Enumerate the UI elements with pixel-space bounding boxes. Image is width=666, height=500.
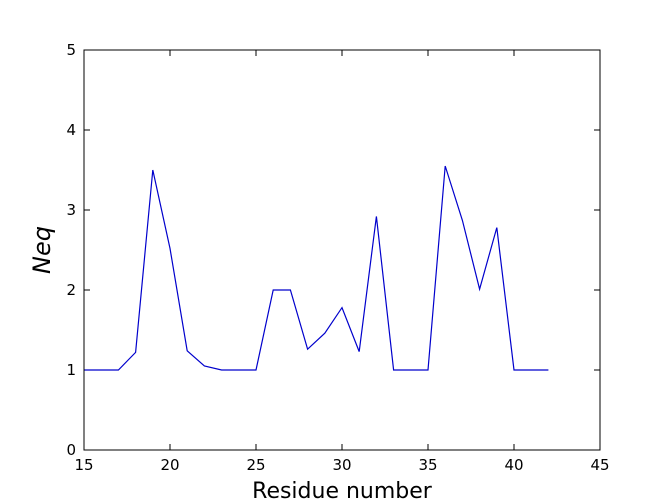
x-tick-label: 20 — [160, 456, 179, 474]
y-tick-label: 4 — [66, 121, 76, 139]
y-tick-label: 2 — [66, 281, 76, 299]
x-axis-title: Residue number — [252, 479, 433, 500]
x-tick-label: 45 — [590, 456, 609, 474]
x-tick-label: 40 — [504, 456, 523, 474]
x-tick-label: 35 — [418, 456, 437, 474]
series-group — [83, 165, 549, 371]
x-tick-label: 25 — [246, 456, 265, 474]
x-tick-label: 30 — [332, 456, 351, 474]
y-tick-label: 0 — [66, 441, 76, 459]
y-tick-label: 5 — [66, 41, 76, 59]
x-tick-label: 15 — [74, 456, 93, 474]
series-line — [84, 165, 549, 371]
y-tick-label: 1 — [66, 361, 76, 379]
plot-frame — [83, 49, 601, 451]
y-tick-label: 3 — [66, 201, 76, 219]
y-axis-title: Neq — [28, 226, 56, 274]
axis-ticks — [83, 49, 601, 451]
